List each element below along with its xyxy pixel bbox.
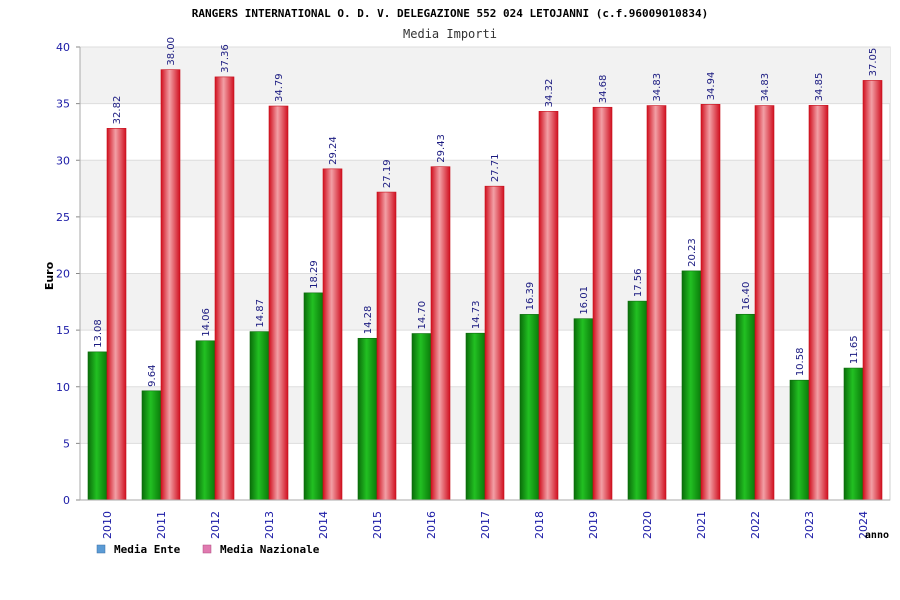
chart-subtitle: Media Importi [403,27,497,41]
bar-media-nazionale-2016 [430,166,451,501]
value-label-media-ente-2020: 17.56 [633,268,644,297]
bar-media-nazionale-2020 [646,105,667,501]
value-label-media-ente-2018: 16.39 [525,282,536,311]
legend: Media Ente Media Nazionale [96,543,320,556]
x-tick-label-2022: 2022 [749,511,762,539]
y-tick-label: 30 [56,154,70,167]
x-tick-label-2013: 2013 [263,511,276,539]
value-label-media-nazionale-2020: 34.83 [652,73,663,102]
bar-media-ente-2020 [627,300,648,501]
bar-media-ente-2019 [573,318,594,501]
value-label-media-nazionale-2015: 27.19 [382,159,393,188]
bar-media-nazionale-2015 [376,191,397,501]
x-tick-label-2011: 2011 [155,511,168,539]
y-tick-label: 10 [56,381,70,394]
y-tick-label: 40 [56,41,70,54]
value-label-media-nazionale-2016: 29.43 [436,134,447,163]
value-label-media-nazionale-2013: 34.79 [274,73,285,102]
bar-media-nazionale-2013 [268,105,289,501]
legend-swatch-media-nazionale [202,544,212,554]
y-tick-label: 20 [56,268,70,281]
bar-media-ente-2010 [87,351,108,501]
legend-swatch-media-ente [96,544,106,554]
bar-series [87,69,883,501]
value-label-media-ente-2022: 16.40 [741,282,752,311]
bar-media-nazionale-2012 [214,76,235,501]
bar-media-nazionale-2011 [160,69,181,501]
x-tick-label-2015: 2015 [371,511,384,539]
value-label-media-ente-2014: 18.29 [309,260,320,289]
value-label-media-nazionale-2019: 34.68 [598,75,609,104]
bar-media-nazionale-2019 [592,106,613,501]
x-tick-label-2012: 2012 [209,511,222,539]
y-tick-label: 35 [56,98,70,111]
value-label-media-nazionale-2024: 37.05 [868,48,879,77]
bar-media-ente-2014 [303,292,324,501]
x-tick-label-2010: 2010 [101,511,114,539]
bar-media-ente-2013 [249,331,270,501]
x-tick-label-2018: 2018 [533,511,546,539]
value-label-media-ente-2019: 16.01 [579,286,590,315]
value-label-media-ente-2021: 20.23 [687,238,698,267]
value-label-media-nazionale-2014: 29.24 [328,136,339,165]
x-tick-label-2014: 2014 [317,511,330,539]
bar-media-ente-2017 [465,332,486,501]
y-tick-label: 5 [63,437,70,450]
x-tick-label-2017: 2017 [479,511,492,539]
y-axis-label: Euro [43,261,56,290]
value-label-media-nazionale-2021: 34.94 [706,72,717,101]
x-tick-label-2023: 2023 [803,511,816,539]
x-tick-label-2016: 2016 [425,511,438,539]
value-label-media-ente-2010: 13.08 [93,319,104,348]
bar-media-ente-2024 [843,367,864,501]
value-labels: 13.08 32.82 9.64 38.00 14.06 37.36 14.87 34.79 1… [93,37,879,387]
bar-media-ente-2015 [357,337,378,501]
chart-title: RANGERS INTERNATIONAL O. D. V. DELEGAZIO… [192,7,709,20]
value-label-media-ente-2024: 11.65 [849,335,860,364]
bar-media-nazionale-2014 [322,168,343,501]
value-label-media-ente-2013: 14.87 [255,299,266,328]
x-axis-label: anno [865,530,889,541]
value-label-media-nazionale-2012: 37.36 [220,44,231,73]
bar-media-ente-2022 [735,313,756,501]
value-label-media-nazionale-2017: 27.71 [490,154,501,183]
y-tick-label: 15 [56,324,70,337]
value-label-media-ente-2016: 14.70 [417,301,428,330]
x-axis-ticks: 2010 2011 2012 2013 2014 2015 2016 2017 2018 2019… [101,511,870,539]
bar-media-nazionale-2021 [700,104,721,501]
bar-media-ente-2023 [789,379,810,501]
x-tick-label-2021: 2021 [695,511,708,539]
bar-media-ente-2016 [411,333,432,501]
bar-media-ente-2018 [519,314,540,501]
value-label-media-ente-2011: 9.64 [147,365,158,387]
value-label-media-ente-2015: 14.28 [363,306,374,335]
value-label-media-nazionale-2018: 34.32 [544,79,555,108]
bar-media-ente-2021 [681,270,702,501]
bar-media-ente-2011 [141,390,162,501]
bar-media-nazionale-2024 [862,80,883,501]
value-label-media-ente-2012: 14.06 [201,308,212,337]
y-tick-label: 25 [56,211,70,224]
y-axis-ticks: 0 5 10 15 20 25 30 35 40 [56,41,890,507]
value-label-media-nazionale-2023: 34.85 [814,73,825,102]
value-label-media-ente-2023: 10.58 [795,348,806,377]
legend-label-media-ente: Media Ente [114,543,181,556]
bar-media-nazionale-2010 [106,128,127,501]
y-tick-label: 0 [63,494,70,507]
bar-media-nazionale-2023 [808,105,829,501]
x-tick-label-2020: 2020 [641,511,654,539]
bar-media-nazionale-2018 [538,111,559,501]
x-tick-label-2024: 2024 [857,511,870,539]
bar-media-ente-2012 [195,340,216,501]
value-label-media-ente-2017: 14.73 [471,301,482,330]
legend-label-media-nazionale: Media Nazionale [220,543,320,556]
bar-media-nazionale-2017 [484,185,505,501]
value-label-media-nazionale-2011: 38.00 [166,37,177,66]
x-tick-label-2019: 2019 [587,511,600,539]
value-label-media-nazionale-2022: 34.83 [760,73,771,102]
bar-media-nazionale-2022 [754,105,775,501]
value-label-media-nazionale-2010: 32.82 [112,96,123,125]
